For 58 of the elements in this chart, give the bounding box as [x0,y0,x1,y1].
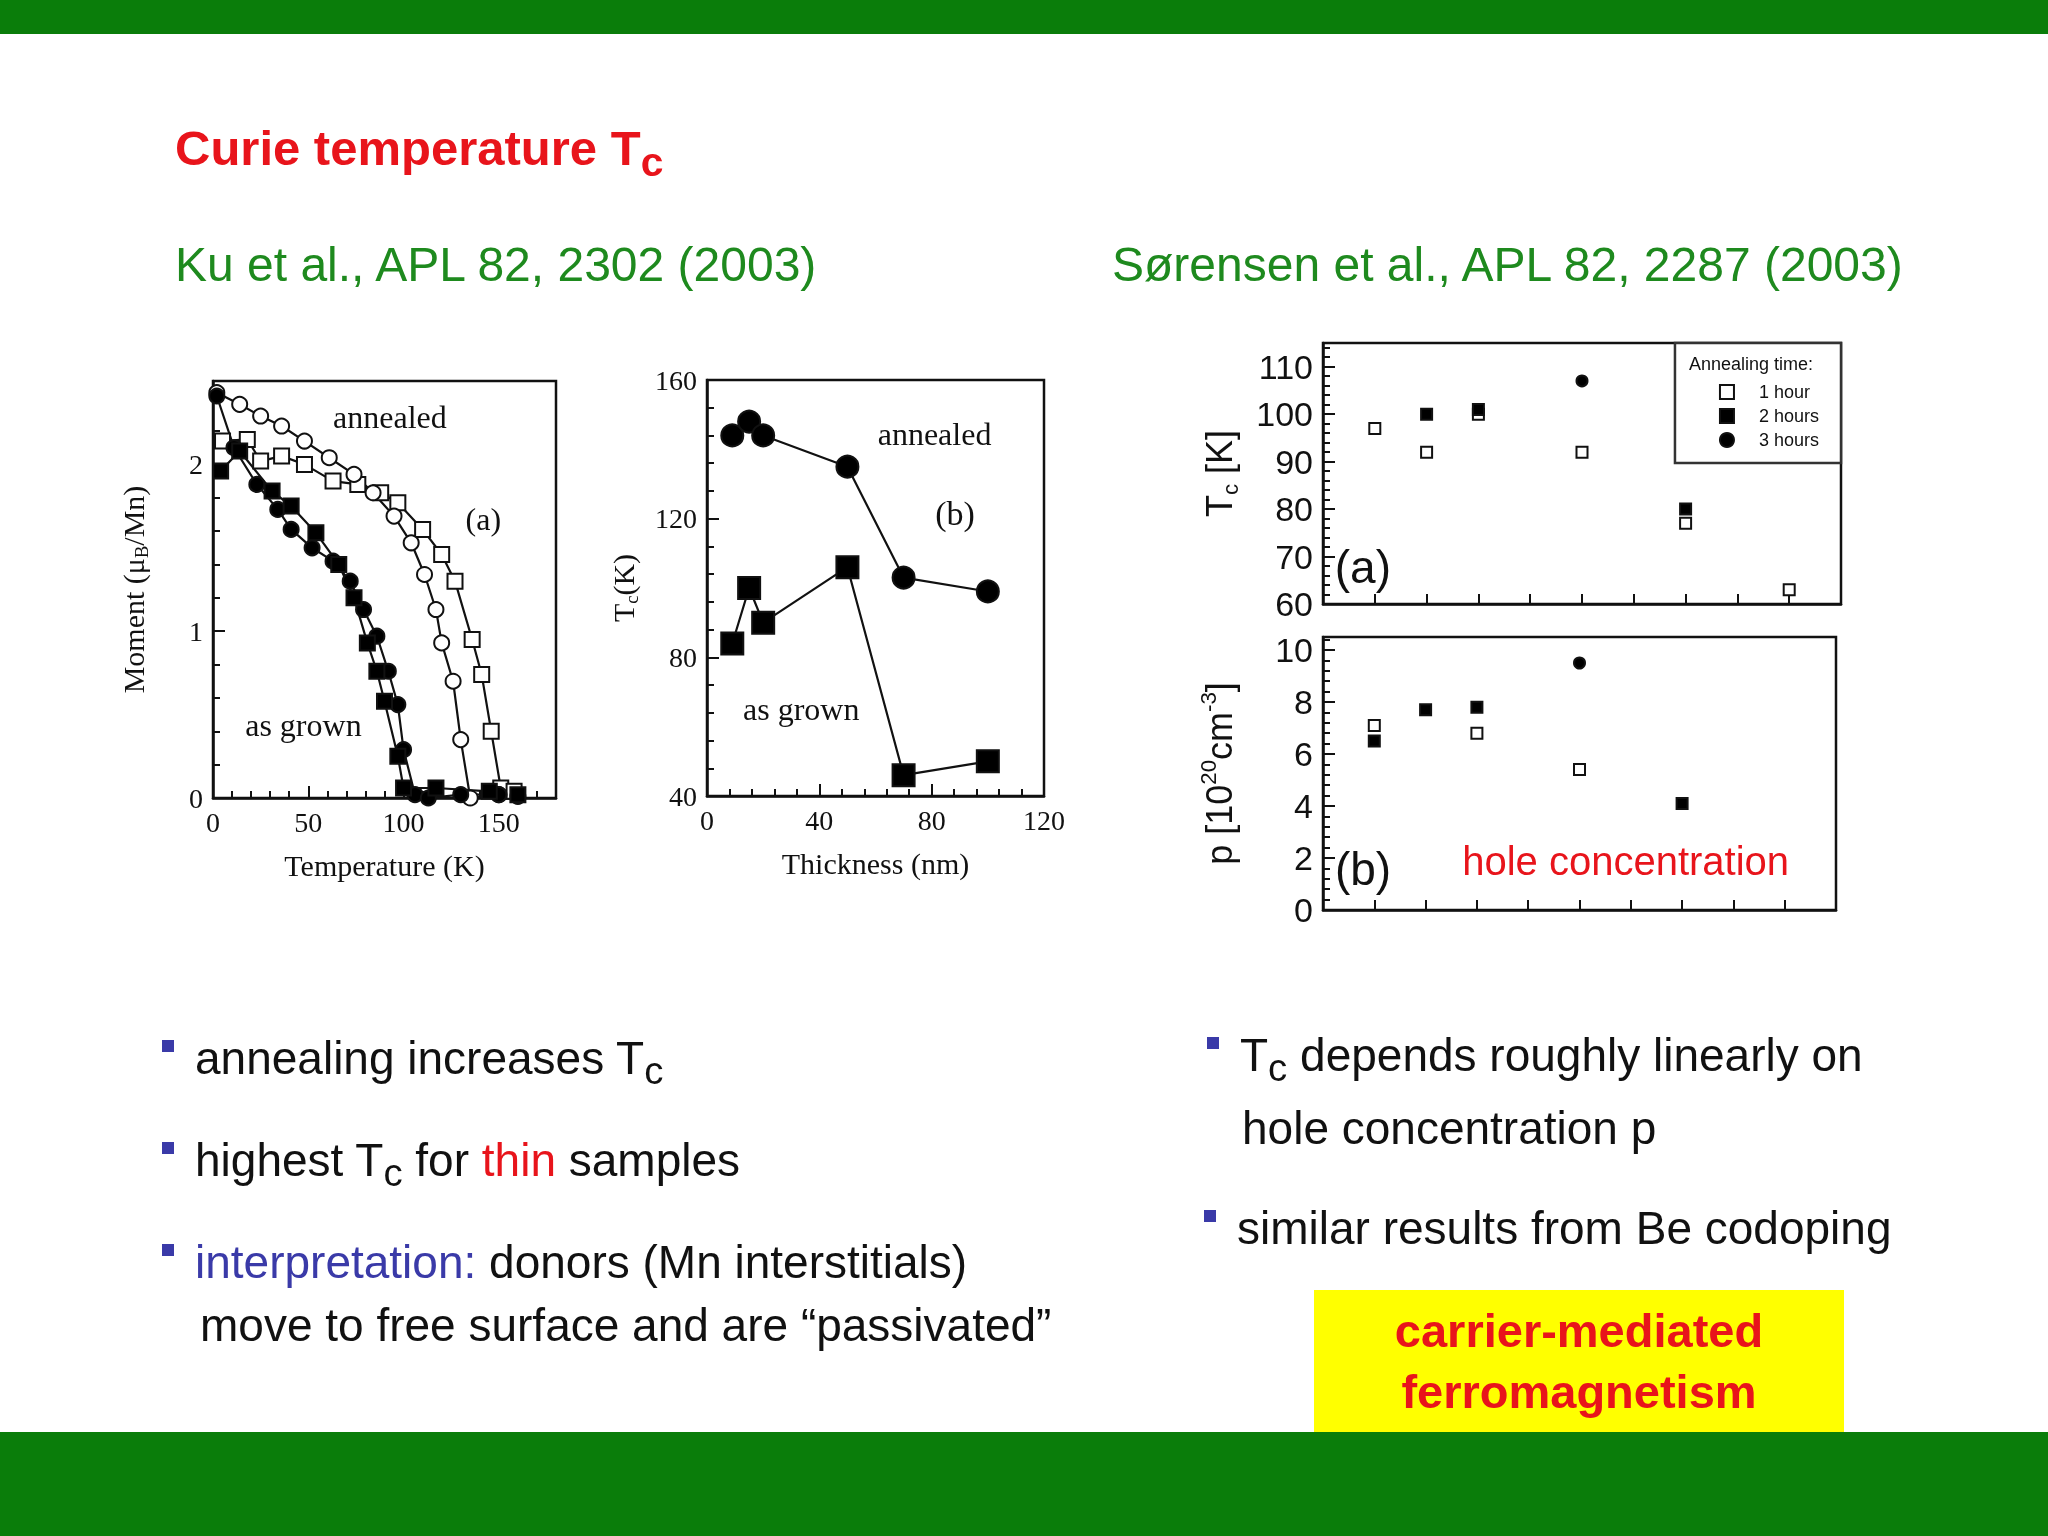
y-tick-label: 40 [669,780,697,812]
y-tick-label: 4 [1294,787,1313,825]
y-tick-label: 80 [1275,490,1313,529]
text: hole concentration p [1242,1102,1657,1154]
annotation: as grown [742,690,860,727]
y-tick-label: 120 [655,503,697,535]
annotation: hole concentration [1462,838,1790,883]
x-tick-label: 100 [382,806,425,838]
y-tick-label: 60 [1275,585,1313,623]
annotation: annealed [333,398,447,435]
x-tick-label: 50 [294,806,323,838]
y-tick-label: 10 [1275,631,1313,669]
y-tick-label: 2 [1294,839,1313,877]
y-tick-label: 90 [1275,442,1313,481]
annotation: as grown [245,707,362,744]
x-axis-title: Temperature (K) [284,848,485,883]
text: interpretation: [195,1236,477,1288]
annotation: (a) [465,500,502,537]
x-tick-label: 40 [805,804,834,836]
y-tick-label: 2 [189,448,203,480]
text: thin [481,1134,556,1186]
y-tick-label: 6 [1294,735,1313,773]
x-tick-label: 120 [1023,804,1065,836]
y-tick-label: 8 [1294,683,1313,721]
y-axis-title: Tc(K) [606,553,642,623]
y-axis-title: Tc [K] [1198,429,1243,518]
text: donors (Mn interstitials) [489,1236,968,1288]
text: highest T$_{c}$ for [195,1134,470,1195]
annotation: annealed [877,416,992,453]
chart-subtitle: Ku et al., APL 82, 2302 (2003) [175,238,817,291]
text: T$_{c}$ depends roughly linearly on [1240,1029,1863,1090]
y-tick-label: 100 [1256,395,1313,434]
x-axis-title: Thickness (nm) [781,846,970,881]
annotation: (a) [1334,541,1391,594]
text: annealing increases T$_{c}$ [195,1032,664,1093]
y-tick-label: 1 [189,615,203,647]
x-tick-label: 150 [477,806,520,838]
text: samples [568,1134,741,1186]
legend-label: 1 hour [1758,382,1811,402]
text: similar results from Be codoping [1237,1202,1892,1254]
y-tick-label: 70 [1275,537,1313,576]
legend-label: 2 hours [1758,406,1820,426]
annotation: (b) [935,494,975,533]
text: move to free surface and are “passivated” [200,1299,1052,1351]
legend-title: Annealing time: [1688,354,1813,374]
y-axis-title: p [1020cm-3] [1196,682,1240,865]
y-tick-label: 0 [1294,891,1313,929]
annotation: (b) [1334,843,1392,896]
y-axis-title: Moment (μB/Mn) [116,485,152,694]
chart-title: Curie temperature T$_{c}$ [175,121,664,185]
y-tick-label: 0 [189,782,203,814]
y-tick-label: 110 [1258,347,1313,386]
legend-label: 3 hours [1758,430,1820,450]
chart-subtitle: Sørensen et al., APL 82, 2287 (2003) [1112,238,1903,291]
x-tick-label: 80 [917,804,946,836]
y-tick-label: 160 [655,364,697,396]
text: carrier-mediated ferromagnetism [1393,1302,1765,1420]
y-tick-label: 80 [669,641,697,673]
